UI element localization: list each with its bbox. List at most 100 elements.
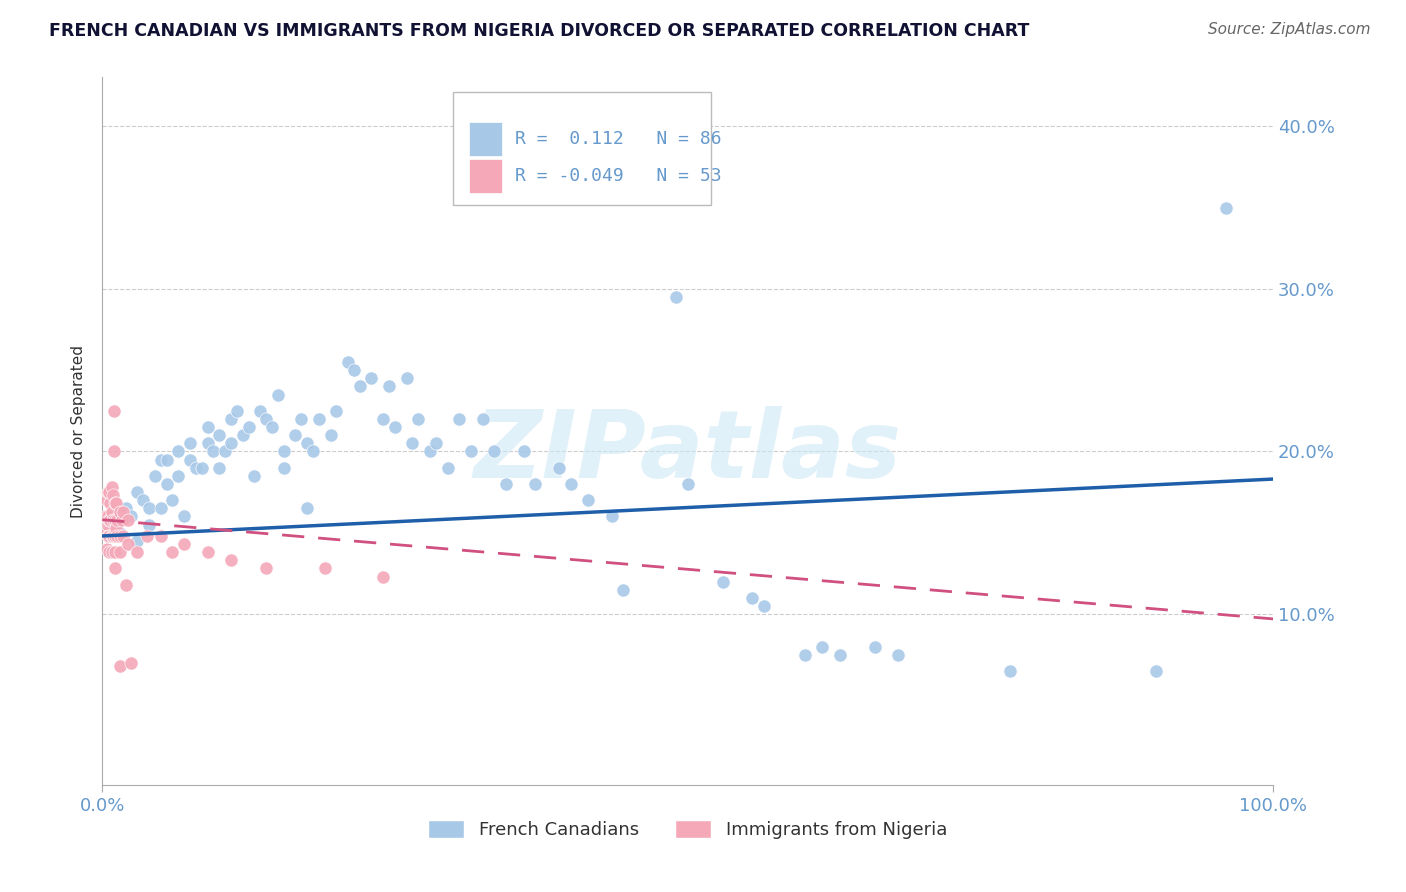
Point (752, 599, 775, 613)
Point (117, 537, 139, 551)
Point (108, 525, 131, 540)
Point (290, 412, 312, 426)
Point (373, 569, 395, 583)
Point (495, 477, 517, 491)
Point (100, 513, 122, 527)
Point (254, 561, 277, 575)
Point (197, 436, 219, 450)
Point (132, 493, 155, 508)
Point (108, 529, 131, 543)
Point (105, 521, 128, 535)
Point (219, 412, 242, 426)
Point (512, 444, 534, 458)
Point (149, 529, 172, 543)
Point (108, 545, 131, 559)
Point (97, 485, 120, 500)
Point (337, 355, 360, 369)
Point (104, 529, 127, 543)
Point (98, 529, 121, 543)
Point (105, 496, 128, 510)
Point (100, 545, 122, 559)
Point (373, 412, 395, 426)
Point (100, 496, 122, 510)
Text: R =  0.112   N = 86: R = 0.112 N = 86 (515, 130, 721, 148)
Point (449, 412, 471, 426)
Point (302, 444, 325, 458)
Point (208, 460, 231, 475)
Point (741, 591, 763, 605)
Point (103, 404, 125, 418)
Point (484, 444, 506, 458)
Point (179, 436, 201, 450)
Point (524, 477, 547, 491)
Point (112, 529, 135, 543)
Point (94, 509, 117, 524)
Text: ZIPatlas: ZIPatlas (474, 407, 901, 499)
Point (179, 452, 201, 467)
Point (114, 578, 136, 592)
Point (793, 648, 815, 662)
Point (711, 574, 734, 589)
Point (378, 379, 401, 393)
Point (325, 404, 347, 418)
Point (108, 659, 131, 673)
Point (173, 537, 195, 551)
Point (101, 488, 124, 502)
Point (197, 545, 219, 559)
Point (197, 420, 219, 434)
Point (998, 664, 1021, 678)
Point (232, 428, 254, 442)
Point (471, 412, 494, 426)
Point (249, 404, 271, 418)
Point (155, 452, 177, 467)
Point (104, 496, 127, 510)
Point (612, 582, 634, 597)
Point (121, 509, 143, 524)
Point (100, 480, 122, 494)
Point (295, 436, 318, 450)
Point (547, 460, 569, 475)
Point (121, 656, 143, 670)
Text: Source: ZipAtlas.com: Source: ZipAtlas.com (1208, 22, 1371, 37)
Point (308, 412, 330, 426)
Point (162, 545, 184, 559)
Point (238, 420, 260, 434)
Point (104, 513, 127, 527)
Point (135, 529, 157, 543)
Point (104, 561, 127, 575)
Point (811, 640, 834, 654)
Point (676, 477, 699, 491)
Point (155, 477, 177, 491)
Point (260, 420, 283, 434)
Point (828, 648, 851, 662)
Y-axis label: Divorced or Separated: Divorced or Separated (72, 344, 86, 517)
Point (103, 444, 125, 458)
Point (273, 460, 295, 475)
Point (295, 501, 318, 516)
Point (127, 485, 149, 500)
Point (1215, 201, 1237, 215)
Point (560, 477, 582, 491)
Point (127, 545, 149, 559)
Point (887, 648, 910, 662)
Point (219, 553, 242, 567)
Point (184, 460, 207, 475)
Point (395, 371, 418, 385)
Point (114, 501, 136, 516)
Point (360, 371, 382, 385)
Point (167, 468, 190, 483)
Point (143, 468, 166, 483)
Text: R = -0.049   N = 53: R = -0.049 N = 53 (515, 168, 721, 186)
Point (214, 444, 236, 458)
Point (460, 444, 482, 458)
Point (208, 428, 231, 442)
Point (98, 545, 121, 559)
Point (349, 379, 371, 393)
Point (425, 436, 447, 450)
Point (1144, 664, 1167, 678)
Point (98, 485, 121, 500)
Point (243, 468, 266, 483)
Point (576, 493, 599, 508)
Text: FRENCH CANADIAN VS IMMIGRANTS FROM NIGERIA DIVORCED OR SEPARATED CORRELATION CHA: FRENCH CANADIAN VS IMMIGRANTS FROM NIGER… (49, 22, 1029, 40)
Point (384, 420, 406, 434)
